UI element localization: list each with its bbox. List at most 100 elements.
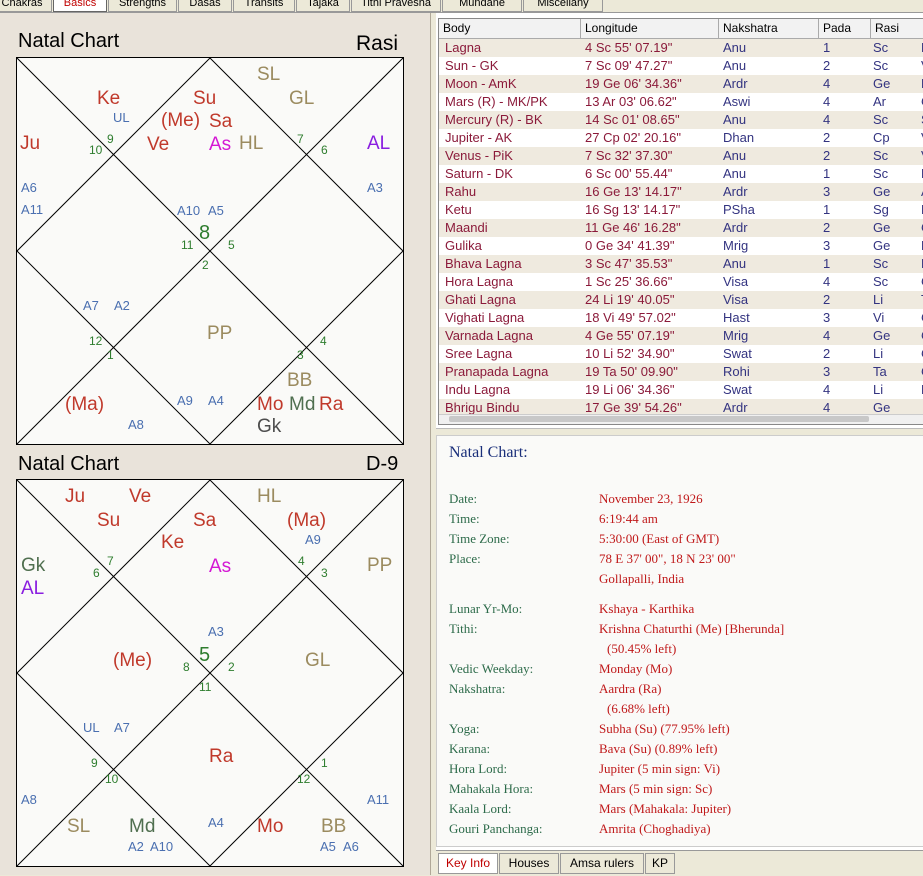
column-header-body[interactable]: Body (439, 19, 581, 38)
column-header-longitude[interactable]: Longitude (581, 19, 719, 38)
info-key: Place: (449, 551, 481, 566)
column-header-nakshatra[interactable]: Nakshatra (719, 19, 819, 38)
pada-a6: A6 (21, 180, 37, 195)
cell-pada: 3 (823, 310, 831, 325)
rasi-chart[interactable]: Ke Su (Me) Sa Ve As HL SL GL Ju AL (Ma) … (16, 57, 404, 445)
tab-dasas[interactable]: Dasas (178, 0, 232, 12)
tab-transits[interactable]: Transits (233, 0, 295, 12)
cell-rasi: Li (873, 346, 884, 361)
tab-amsa-rulers[interactable]: Amsa rulers (560, 853, 644, 874)
house-number-7: 7 (297, 132, 304, 146)
table-row[interactable]: Ketu 16 Sg 13' 14.17" PSha 1 Sg L (439, 201, 923, 219)
column-header-rasi[interactable]: Rasi (871, 19, 923, 38)
d9-pada-a8: A8 (21, 792, 37, 807)
table-horizontal-scrollbar[interactable] (439, 414, 923, 424)
table-row[interactable]: Mars (R) - MK/PK 13 Ar 03' 06.62" Aswi 4 Ar C (439, 93, 923, 111)
cell-nakshatra: Anu (723, 58, 747, 73)
tab-houses[interactable]: Houses (499, 853, 559, 874)
info-value: Monday (Mo) (599, 661, 673, 676)
house-number-10: 10 (89, 143, 103, 157)
cell-pada: 4 (823, 112, 831, 127)
cell-body: Ketu (445, 202, 472, 217)
house-number-12: 12 (89, 334, 103, 348)
info-value: Krishna Chaturthi (Me) [Bherunda] (599, 621, 785, 636)
pada-a9: A9 (177, 393, 193, 408)
key-info-panel: Natal Chart: Date: November 23, 1926 Time:… (436, 435, 923, 847)
table-row[interactable]: Sree Lagna 10 Li 52' 34.90" Swat 2 Li C (439, 345, 923, 363)
cell-nakshatra: Anu (723, 166, 747, 181)
info-key: Vedic Weekday: (449, 661, 534, 676)
table-row[interactable]: Rahu 16 Ge 13' 14.17" Ardr 3 Ge A (439, 183, 923, 201)
table-row[interactable]: Hora Lagna 1 Sc 25' 36.66" Visa 4 Sc C (439, 273, 923, 291)
cell-longitude: 16 Sg 13' 14.17" (585, 202, 681, 217)
table-row[interactable]: Jupiter - AK 27 Cp 02' 20.16" Dhan 2 Cp V (439, 129, 923, 147)
info-value: Jupiter (5 min sign: Vi) (599, 761, 721, 776)
tab-tajaka[interactable]: Tajaka (296, 0, 350, 12)
column-header-pada[interactable]: Pada (819, 19, 871, 38)
d9-house-number-4: 4 (298, 554, 305, 568)
d9-special-lagna-hl: HL (257, 486, 282, 507)
cell-extra: C (921, 363, 923, 381)
info-value: November 23, 1926 (599, 491, 703, 506)
table-row[interactable]: Moon - AmK 19 Ge 06' 34.36" Ardr 4 Ge F (439, 75, 923, 93)
cell-pada: 2 (823, 58, 831, 73)
house-number-11: 11 (181, 238, 194, 252)
table-row[interactable]: Lagna 4 Sc 55' 07.19" Anu 1 Sc L (439, 39, 923, 57)
cell-pada: 2 (823, 292, 831, 307)
info-value: Bava (Su) (0.89% left) (599, 741, 718, 756)
special-lagna-sl: SL (257, 64, 281, 85)
d9-arudha-lagna: AL (21, 578, 45, 599)
cell-nakshatra: Ardr (723, 76, 748, 91)
cell-rasi: Ge (873, 184, 891, 199)
d9-planet-gulika: Gk (21, 555, 46, 576)
cell-body: Saturn - DK (445, 166, 513, 181)
tab-tithi-pravesha[interactable]: Tithi Pravesha (351, 0, 441, 12)
cell-pada: 4 (823, 382, 831, 397)
bodies-table[interactable]: Body Longitude Nakshatra Pada Rasi Lagna… (438, 18, 923, 425)
table-row[interactable]: Sun - GK 7 Sc 09' 47.27" Anu 2 Sc V (439, 57, 923, 75)
cell-rasi: Sc (873, 274, 889, 289)
tab-kp[interactable]: KP (645, 853, 675, 874)
cell-body: Lagna (445, 40, 482, 55)
table-row[interactable]: Venus - PiK 7 Sc 32' 37.30" Anu 2 Sc V (439, 147, 923, 165)
d9-pada-ul: UL (83, 720, 100, 735)
tab-basics[interactable]: Basics (53, 0, 107, 12)
tab-strengths[interactable]: Strengths (108, 0, 177, 12)
table-row[interactable]: Varnada Lagna 4 Ge 55' 07.19" Mrig 4 Ge C (439, 327, 923, 345)
table-row[interactable]: Saturn - DK 6 Sc 00' 55.44" Anu 1 Sc L (439, 165, 923, 183)
table-row[interactable]: Maandi 11 Ge 46' 16.28" Ardr 2 Ge C (439, 219, 923, 237)
cell-rasi: Sc (873, 256, 889, 271)
d9-chart-title: Natal Chart (18, 453, 120, 475)
planet-venus: Ve (147, 134, 170, 155)
table-row[interactable]: Indu Lagna 19 Li 06' 34.36" Swat 4 Li F (439, 381, 923, 399)
tab-key-info[interactable]: Key Info (438, 853, 498, 874)
cell-pada: 4 (823, 94, 831, 109)
tab-miscellany[interactable]: Miscellany (523, 0, 603, 12)
table-row[interactable]: Bhrigu Bindu 17 Ge 39' 54.26" Ardr 4 Ge (439, 399, 923, 417)
cell-body: Ghati Lagna (445, 292, 516, 307)
table-row[interactable]: Pranapada Lagna 19 Ta 50' 09.90" Rohi 3 Ta C (439, 363, 923, 381)
cell-longitude: 7 Sc 32' 37.30" (585, 148, 673, 163)
table-row[interactable]: Gulika 0 Ge 34' 41.39" Mrig 3 Ge L (439, 237, 923, 255)
cell-nakshatra: Rohi (723, 364, 750, 379)
d9-chart[interactable]: Ju Ve Su Sa Ke HL (Ma) As Gk AL PP (Me) … (16, 479, 404, 867)
cell-extra: C (921, 93, 923, 111)
tab-mundane[interactable]: Mundane (442, 0, 522, 12)
table-row[interactable]: Mercury (R) - BK 14 Sc 01' 08.65" Anu 4 Sc S (439, 111, 923, 129)
table-row[interactable]: Vighati Lagna 18 Vi 49' 57.02" Hast 3 Vi C (439, 309, 923, 327)
table-row[interactable]: Ghati Lagna 24 Li 19' 40.05" Visa 2 Li T (439, 291, 923, 309)
tab-chakras[interactable]: Chakras (0, 0, 52, 12)
table-row[interactable]: Bhava Lagna 3 Sc 47' 35.53" Anu 1 Sc L (439, 255, 923, 273)
scrollbar-thumb[interactable] (449, 416, 869, 422)
cell-extra: T (921, 291, 923, 309)
cell-pada: 1 (823, 202, 831, 217)
pada-a10: A10 (177, 203, 201, 218)
special-lagna-pp: PP (207, 323, 233, 344)
d9-planet-mars: (Ma) (287, 510, 327, 531)
d9-planet-ketu: Ke (161, 532, 185, 553)
cell-rasi: Sc (873, 166, 889, 181)
special-lagna-bb: BB (287, 370, 313, 391)
cell-body: Mercury (R) - BK (445, 112, 543, 127)
cell-extra: C (921, 219, 923, 237)
rasi-chart-type-label: Rasi (356, 32, 399, 55)
